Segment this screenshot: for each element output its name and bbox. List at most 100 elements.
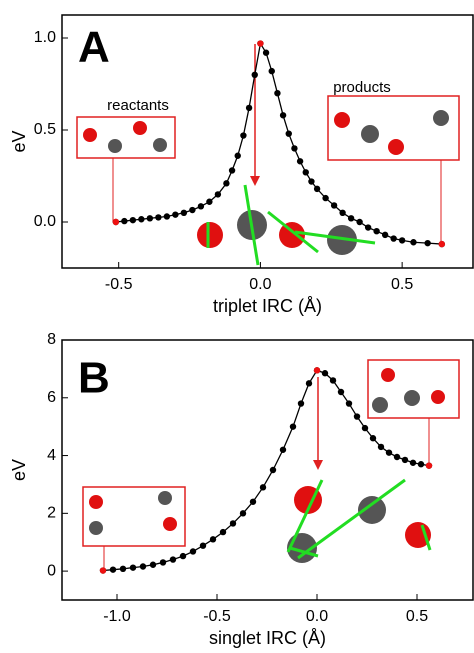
- point: [285, 130, 292, 137]
- point: [291, 145, 298, 152]
- point: [119, 565, 127, 572]
- point: [159, 559, 167, 566]
- point: [163, 213, 171, 220]
- point: [169, 556, 177, 563]
- decorations-b: [82, 359, 460, 571]
- point: [305, 380, 313, 387]
- x-tick-label: 0.5: [391, 276, 413, 293]
- point: [262, 49, 270, 56]
- panel-label: B: [78, 354, 110, 403]
- y-tick-label: 4: [47, 447, 56, 464]
- y-axis-label: eV: [9, 459, 29, 481]
- point: [259, 484, 267, 491]
- point: [121, 217, 128, 225]
- y-tick-label: 1.0: [34, 29, 56, 46]
- point: [228, 167, 236, 174]
- point: [345, 400, 353, 407]
- point: [245, 104, 253, 112]
- point: [313, 367, 321, 374]
- point: [138, 216, 145, 223]
- x-tick-label: 0.5: [406, 608, 428, 625]
- point: [356, 218, 363, 226]
- panel-label: A: [78, 23, 110, 72]
- point: [385, 449, 393, 456]
- point: [353, 413, 361, 420]
- point: [146, 215, 154, 222]
- point: [373, 228, 380, 235]
- x-axis-label: triplet IRC (Å): [213, 296, 322, 316]
- y-tick-label: 6: [47, 389, 56, 406]
- point: [377, 443, 385, 451]
- point: [257, 40, 264, 47]
- point: [337, 388, 345, 396]
- point: [274, 90, 281, 97]
- point: [199, 542, 207, 549]
- y-tick-label: 0.0: [34, 213, 56, 230]
- point: [197, 203, 205, 210]
- point: [99, 567, 107, 574]
- point: [219, 528, 227, 536]
- point: [279, 446, 287, 453]
- point: [390, 235, 397, 242]
- point: [398, 237, 406, 244]
- point: [189, 206, 196, 214]
- point: [109, 566, 117, 573]
- point: [369, 435, 377, 442]
- point: [155, 214, 162, 221]
- point: [339, 209, 346, 216]
- point: [269, 466, 277, 474]
- point: [251, 71, 258, 79]
- point: [409, 459, 417, 466]
- point: [364, 224, 372, 231]
- point: [302, 169, 309, 176]
- point: [223, 180, 230, 187]
- annotation: products: [333, 79, 391, 96]
- point: [240, 132, 247, 139]
- y-tick-label: 8: [47, 331, 56, 348]
- point: [129, 216, 137, 224]
- point: [425, 462, 433, 469]
- point: [410, 239, 417, 246]
- point: [361, 424, 369, 432]
- point: [347, 215, 355, 222]
- point: [313, 185, 321, 193]
- y-axis-label: eV: [9, 130, 29, 152]
- point: [189, 548, 197, 555]
- point: [296, 158, 304, 165]
- x-tick-label: -0.5: [105, 276, 133, 293]
- point: [206, 198, 213, 205]
- point: [129, 564, 137, 571]
- x-tick-label: -0.5: [203, 608, 231, 625]
- y-tick-label: 0: [47, 562, 56, 579]
- x-axis-label: singlet IRC (Å): [209, 628, 326, 648]
- point: [180, 209, 188, 216]
- point: [322, 194, 329, 202]
- point: [297, 400, 305, 407]
- point: [401, 456, 409, 464]
- plot-frame: [61, 14, 474, 269]
- annotation: reactants: [107, 97, 169, 114]
- point: [417, 461, 425, 468]
- x-tick-label: 0.0: [249, 276, 271, 293]
- point: [139, 563, 147, 570]
- point: [239, 510, 247, 517]
- point: [424, 239, 431, 247]
- point: [438, 240, 446, 248]
- point: [249, 498, 257, 505]
- x-tick-label: -1.0: [103, 608, 131, 625]
- point: [229, 520, 237, 527]
- point: [279, 112, 287, 119]
- point: [321, 370, 329, 377]
- point: [112, 218, 120, 226]
- point: [234, 152, 241, 159]
- point: [209, 536, 217, 543]
- point: [330, 202, 338, 209]
- point: [308, 178, 315, 185]
- point: [268, 67, 275, 75]
- point: [393, 453, 401, 461]
- y-tick-label: 2: [47, 505, 56, 522]
- point: [149, 561, 157, 568]
- point: [381, 231, 389, 239]
